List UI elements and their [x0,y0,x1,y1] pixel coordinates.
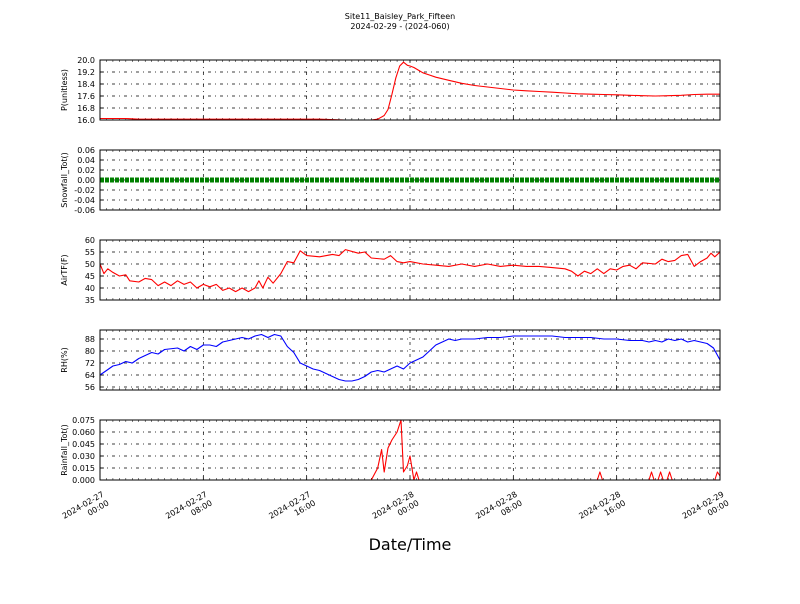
panel-rainfall-tot: 0.000 0.015 0.030 0.045 0.060 0.075Rainfall_T… [60,416,721,485]
x-tick-label: 2024-02-2800:00 [371,490,421,530]
series-line [99,333,721,382]
chart-subtitle: 2024-02-29 - (2024-060) [350,22,449,31]
x-tick-label: 2024-02-2700:00 [61,490,111,530]
y-tick-label: 80 [85,347,95,356]
y-tick-label: 72 [85,359,95,368]
y-tick-label: 16.0 [77,116,95,125]
panels: 16.0 16.8 17.6 18.4 19.2 20.0 P(unitless) -0.06… [60,56,721,485]
panel-p-unitless: 16.0 16.8 17.6 18.4 19.2 20.0 P(unitless) [60,56,721,125]
y-axis-label: AirTF(F) [60,254,69,285]
y-tick-label: 60 [85,236,95,245]
y-tick-label: 0.06 [77,146,95,155]
y-tick-label: 0.015 [72,464,95,473]
y-tick-label: 55 [85,248,95,257]
x-axis-label: Date/Time [369,535,452,554]
series-line [99,249,721,293]
y-tick-label: 50 [85,260,95,269]
y-axis-label: RH(%) [60,347,69,372]
y-tick-label: 0.02 [77,166,95,175]
panel-airtf-f: 35 40 45 50 55 60 AirTF(F) [60,236,721,305]
plot-frame [99,239,721,301]
y-tick-label: -0.06 [74,206,95,215]
y-tick-label: 45 [85,272,95,281]
y-tick-label: 20.0 [77,56,95,65]
y-tick-label: 40 [85,284,95,293]
y-tick-label: 0.075 [72,416,95,425]
y-axis-label: P(unitless) [60,69,69,111]
plot-frame [99,329,721,391]
y-tick-label: 0.045 [72,440,95,449]
x-tick-label: 2024-02-2708:00 [164,490,214,530]
y-tick-label: 18.4 [77,80,95,89]
panel-snowfall-tot: -0.06-0.04-0.020.000.020.040.06 Snowfall_… [60,146,721,215]
y-tick-label: 88 [85,335,95,344]
y-axis-label: Rainfall_Tot() [60,424,69,476]
y-tick-label: 64 [85,371,95,380]
y-tick-label: 17.6 [77,92,95,101]
x-tick-label: 2024-02-2816:00 [577,490,627,530]
panel-rh: 56 64 72 80 88 RH(%) [60,329,721,392]
plot-frame [99,59,721,121]
x-tick-label: 2024-02-2900:00 [681,490,731,530]
y-tick-label: 19.2 [77,68,95,77]
y-axis-label: Snowfall_Tot() [60,152,69,208]
y-tick-label: 0.060 [72,428,95,437]
y-tick-label: 0.00 [77,176,95,185]
y-tick-label: 0.04 [77,156,95,165]
y-tick-label: 35 [85,296,95,305]
x-tick-label: 2024-02-2808:00 [474,490,524,530]
y-tick-label: 0.030 [72,452,95,461]
chart-title: Site11_Baisley_Park_Fifteen [345,12,455,21]
x-tick-labels: 2024-02-2700:00 2024-02-2708:00 2024-02-27… [61,490,731,530]
y-tick-label: -0.02 [74,186,95,195]
y-tick-label: 16.8 [77,104,95,113]
y-tick-label: -0.04 [74,196,95,205]
y-tick-label: 56 [85,383,95,392]
x-tick-label: 2024-02-2716:00 [267,490,317,530]
plot-frame [99,149,721,211]
plot-frame [99,419,721,481]
y-tick-label: 0.000 [72,476,95,485]
